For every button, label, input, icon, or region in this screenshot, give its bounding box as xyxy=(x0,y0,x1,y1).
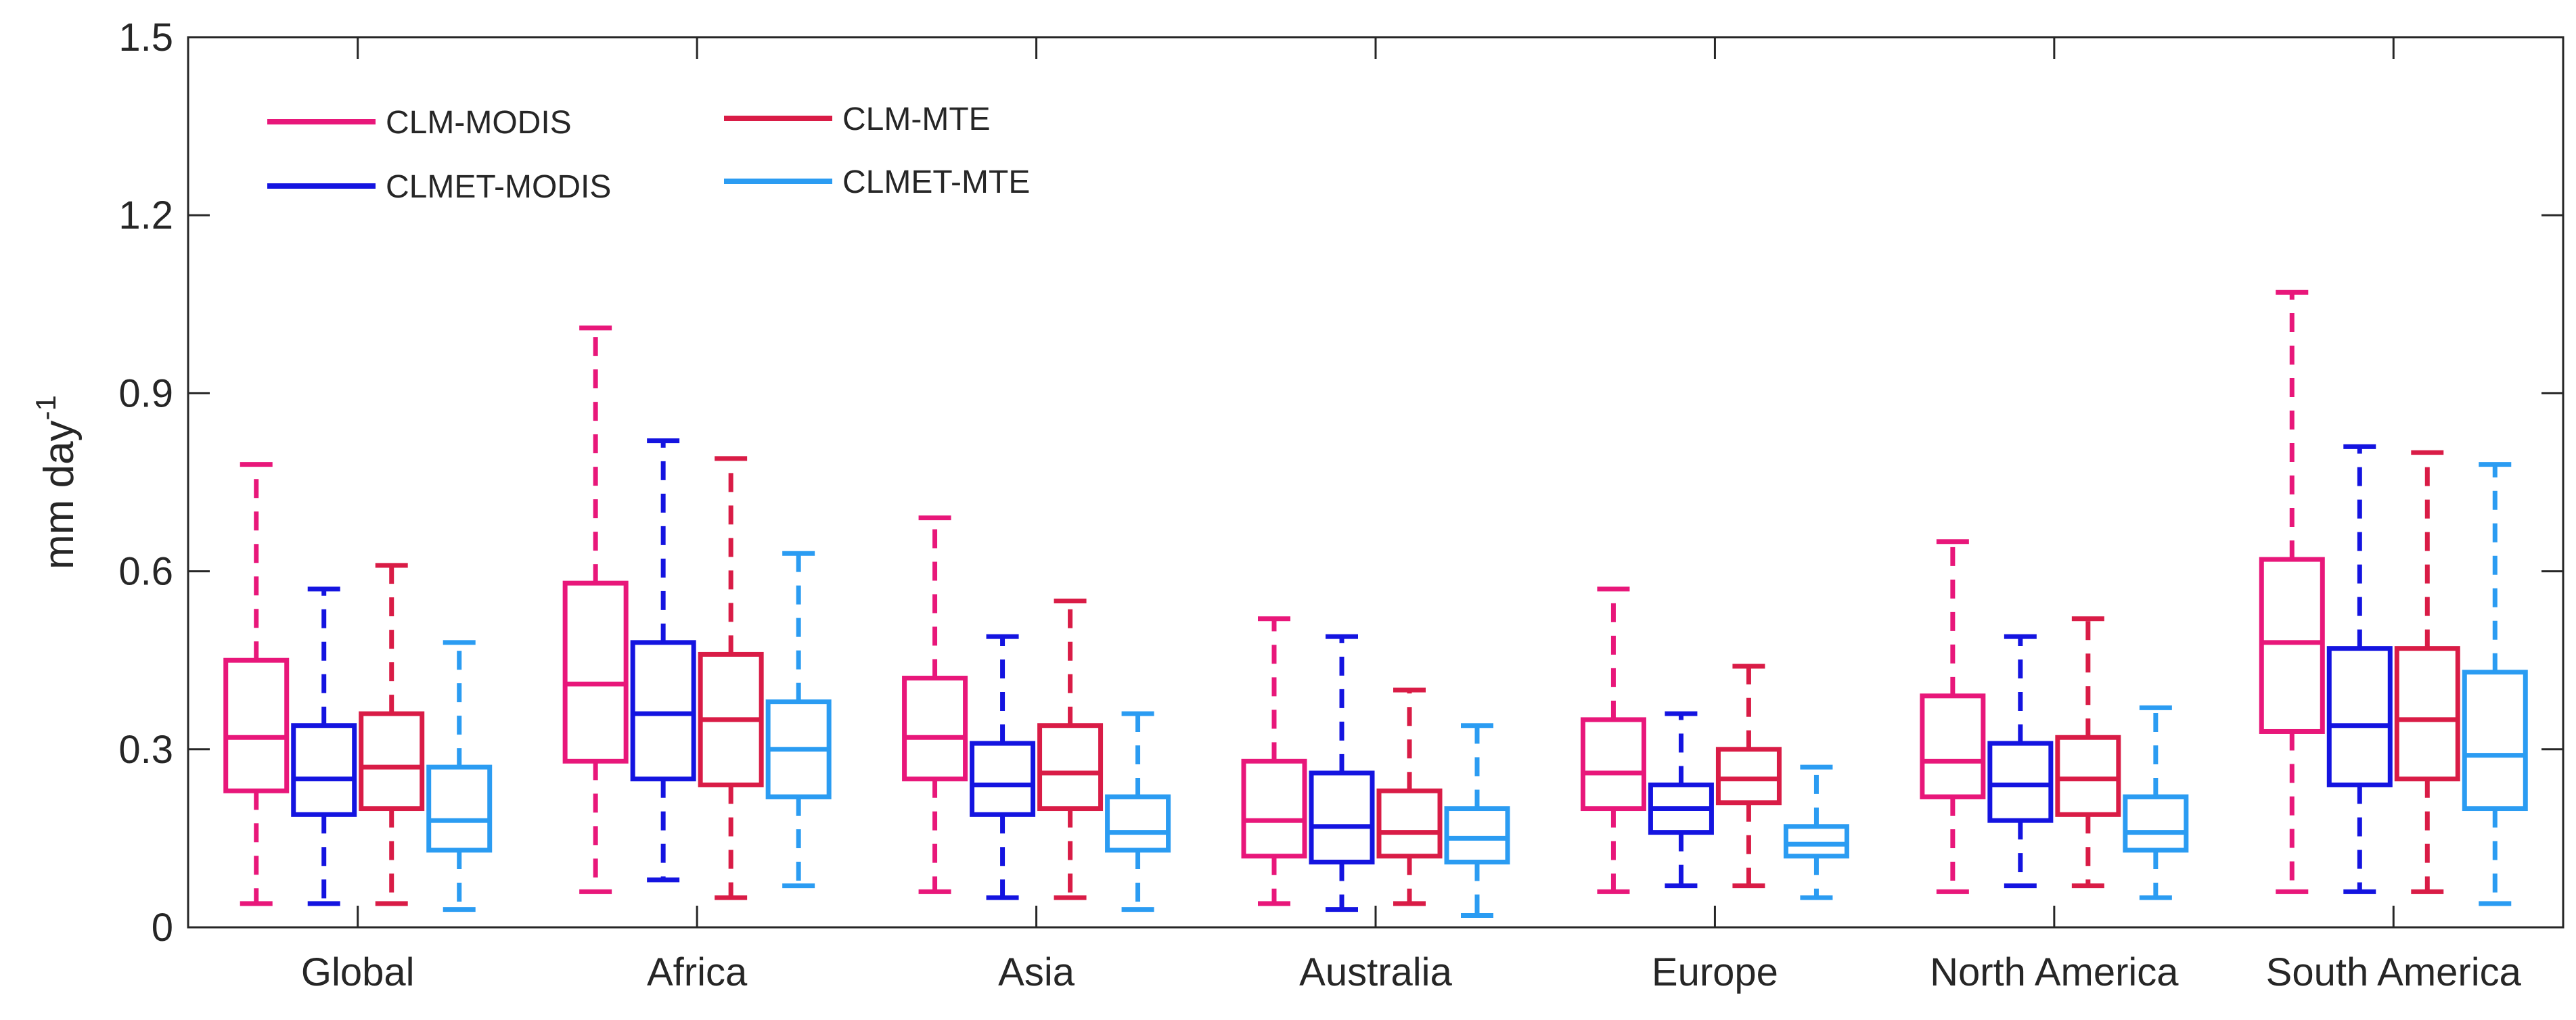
box-iqr xyxy=(1987,741,2054,823)
y-axis-label-exponent: -1 xyxy=(30,395,62,420)
y-tick-labels: 0 0.3 0.6 0.9 1.2 1.5 xyxy=(118,16,173,950)
box-iqr xyxy=(1444,806,1510,864)
category-label: South America xyxy=(2266,950,2522,994)
box-iqr xyxy=(359,711,425,812)
legend-label: CLM-MODIS xyxy=(386,105,572,141)
box-iqr xyxy=(2259,557,2325,734)
series-clm-mte xyxy=(359,450,2460,906)
box-iqr xyxy=(2055,735,2121,817)
box-iqr xyxy=(2462,670,2528,812)
y-tick-label: 0.3 xyxy=(118,728,173,772)
box-iqr xyxy=(1580,717,1646,812)
box-iqr xyxy=(1037,723,1104,812)
box-series xyxy=(223,289,2528,918)
plot-frame xyxy=(187,36,2564,929)
category-label: North America xyxy=(1930,950,2179,994)
category-label: Australia xyxy=(1299,950,1452,994)
legend: CLM-MODIS CLMET-MODIS CLM-MTE CLMET-MTE xyxy=(267,101,1030,205)
category-labels: Global Africa Asia Australia Europe North Ame… xyxy=(301,950,2522,994)
y-axis-label: mm day-1 xyxy=(30,395,83,570)
box-iqr xyxy=(1105,794,1171,853)
series-clmet-modis xyxy=(291,438,2393,912)
legend-label: CLMET-MODIS xyxy=(386,169,611,205)
y-tick-label: 1.5 xyxy=(118,16,173,60)
category-label: Africa xyxy=(647,950,748,994)
category-label: Asia xyxy=(998,950,1075,994)
box-iqr xyxy=(970,741,1036,817)
box-iqr xyxy=(1241,758,1307,859)
legend-label: CLMET-MTE xyxy=(842,164,1030,200)
box-iqr xyxy=(902,676,968,782)
box-iqr xyxy=(562,580,629,764)
series-clm-modis xyxy=(223,289,2325,906)
plot-area xyxy=(188,37,2563,927)
y-tick-label: 0.6 xyxy=(118,550,173,594)
box-iqr xyxy=(1376,788,1443,859)
series-clmet-mte xyxy=(426,462,2528,918)
box-iqr xyxy=(2123,794,2189,853)
box-iqr xyxy=(223,657,290,793)
legend-label: CLM-MTE xyxy=(842,101,991,137)
category-label: Global xyxy=(301,950,415,994)
box-iqr xyxy=(1715,747,1782,806)
box-iqr xyxy=(291,723,357,817)
box-iqr xyxy=(630,640,696,782)
box-iqr xyxy=(1309,770,1375,864)
y-axis-label-main: mm day xyxy=(36,420,83,569)
box-iqr xyxy=(1920,693,1986,799)
box-iqr xyxy=(426,764,493,853)
box-iqr xyxy=(2394,646,2460,782)
box-iqr xyxy=(1783,824,1849,859)
y-tick-label: 0 xyxy=(152,906,173,950)
y-tick-label: 0.9 xyxy=(118,371,173,415)
category-label: Europe xyxy=(1652,950,1778,994)
y-tick-label: 1.2 xyxy=(118,193,173,237)
box-iqr xyxy=(2326,646,2393,787)
